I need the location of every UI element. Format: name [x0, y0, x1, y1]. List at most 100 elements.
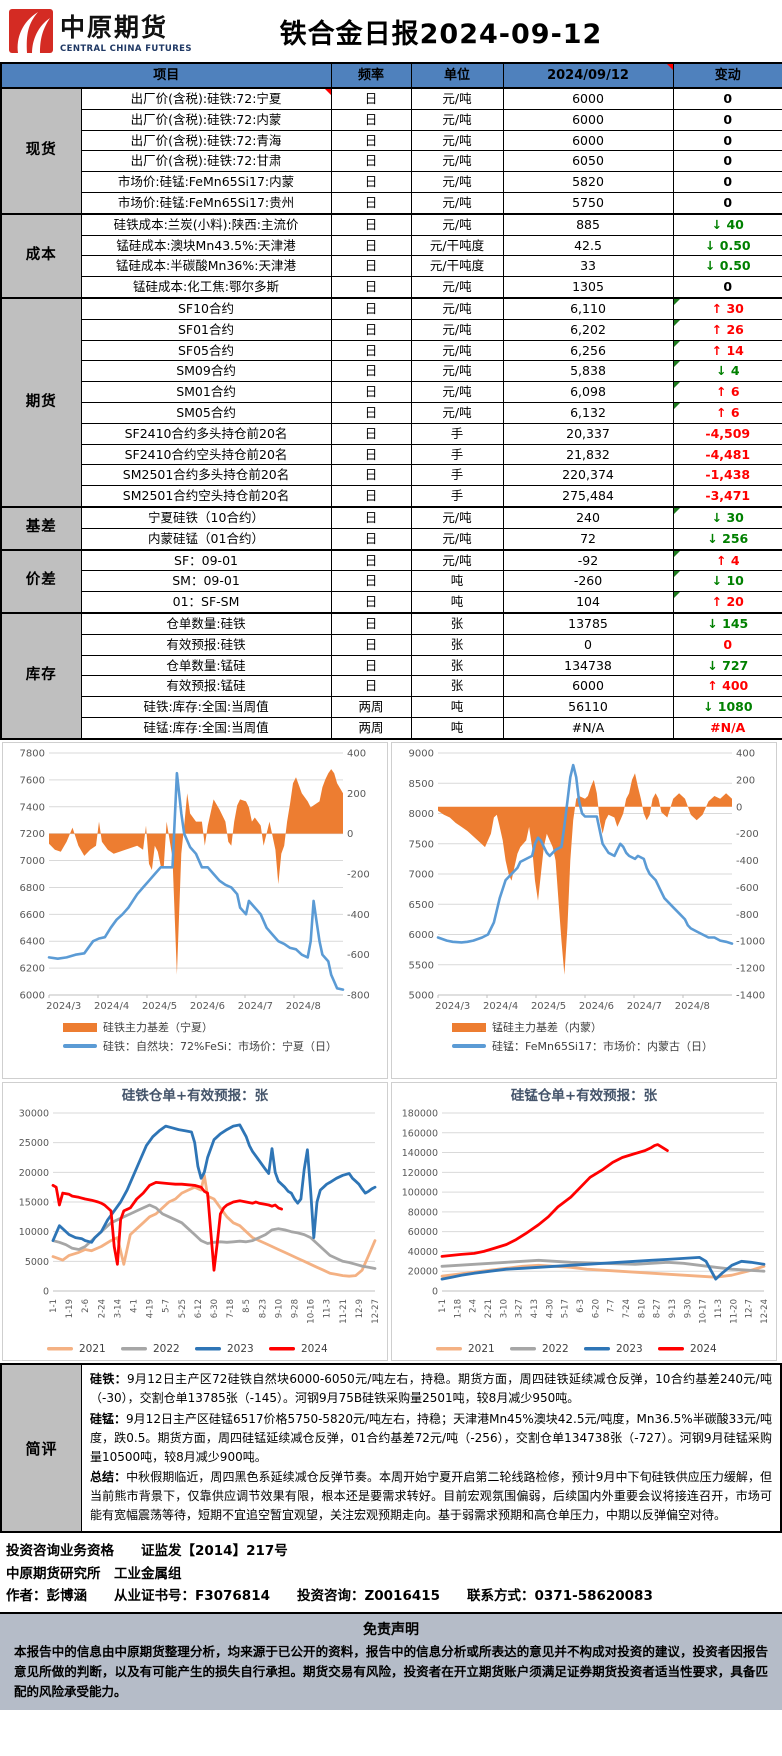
unit-cell: 元/吨	[410, 318, 504, 341]
unit-cell: 元/吨	[410, 505, 504, 529]
item-label: SF2410合约空头持仓前20名	[80, 443, 332, 466]
frequency-cell: 两周	[330, 696, 412, 718]
comment-section: 简评 硅铁：9月12日主产区72硅铁自然块6000-6050元/吨左右，持稳。期…	[0, 1362, 782, 1534]
svg-text:10000: 10000	[19, 1227, 49, 1238]
frequency-cell: 日	[330, 401, 412, 424]
value-cell: 1305	[502, 276, 674, 299]
item-label: 市场价:硅锰:FeMn65Si17:内蒙	[80, 171, 332, 193]
svg-text:4-30: 4-30	[545, 1299, 555, 1318]
comment-text: 9月12日主产区72硅铁自然块6000-6050元/吨左右，持稳。期货方面，周四…	[90, 1371, 772, 1405]
change-cell: ↓ 0.50	[672, 255, 782, 278]
frequency-cell: 日	[330, 591, 412, 614]
unit-cell: 张	[410, 654, 504, 677]
svg-text:6000: 6000	[409, 930, 434, 941]
license-line: 投资咨询业务资格 证监发【2014】217号	[6, 1543, 288, 1560]
svg-text:-800: -800	[736, 910, 759, 921]
svg-text:5-17: 5-17	[561, 1299, 571, 1318]
table-row: 期货 SF10合约日元/吨 6,110 ↑ 30	[0, 296, 782, 508]
svg-text:-1000: -1000	[736, 936, 765, 947]
svg-text:5500: 5500	[409, 960, 434, 971]
table-row: SM09合约日元/吨 5,838 ↓ 4	[1, 360, 782, 383]
item-label: 内蒙硅锰（01合约）	[80, 527, 332, 551]
green-corner-marker	[674, 592, 680, 599]
svg-text:80000: 80000	[408, 1207, 438, 1218]
change-cell: ↓ 145	[672, 611, 782, 635]
unit-cell: 手	[410, 485, 504, 508]
table-row: 硅锰:库存:全国:当周值 两周吨 #N/A #N/A	[1, 716, 782, 740]
unit-cell: 元/吨	[410, 360, 504, 383]
svg-text:20000: 20000	[19, 1168, 49, 1179]
value-cell: 13785	[502, 611, 674, 635]
value-cell: 5750	[502, 191, 674, 215]
svg-text:11-3: 11-3	[323, 1299, 333, 1318]
value-cell: 885	[502, 212, 674, 236]
svg-text:4-1: 4-1	[130, 1299, 140, 1313]
svg-text:7200: 7200	[20, 829, 45, 840]
value-cell: 20,337	[502, 422, 674, 445]
change-cell: -4,481	[672, 443, 782, 466]
unit-cell: 元/吨	[410, 276, 504, 299]
item-label: 出厂价(含税):硅铁:72:宁夏	[80, 86, 332, 110]
svg-text:2024/6: 2024/6	[579, 1001, 614, 1012]
svg-text:1-19: 1-19	[65, 1299, 75, 1318]
svg-text:400: 400	[736, 748, 755, 759]
change-cell: ↑ 6	[672, 381, 782, 403]
svg-text:7500: 7500	[409, 839, 434, 850]
svg-text:2024/3: 2024/3	[435, 1001, 470, 1012]
value-cell: 6,098	[502, 381, 674, 403]
svg-text:400: 400	[347, 748, 366, 759]
change-cell: 0	[672, 191, 782, 215]
unit-cell: 元/吨	[410, 212, 504, 236]
svg-text:10-17: 10-17	[699, 1299, 709, 1324]
group-label: 成本	[0, 212, 82, 299]
svg-text:5000: 5000	[409, 990, 434, 1001]
unit-cell: 元/吨	[410, 296, 504, 320]
svg-text:7-24: 7-24	[622, 1299, 632, 1318]
svg-text:30000: 30000	[19, 1108, 49, 1119]
svg-text:4-13: 4-13	[530, 1299, 540, 1318]
table-row: SM01合约日元/吨 6,098 ↑ 6	[1, 381, 782, 403]
item-label: SM01合约	[80, 381, 332, 403]
table-row: 01：SF-SM 日吨 104 ↑ 20	[1, 591, 782, 614]
svg-text:2-6: 2-6	[81, 1299, 91, 1313]
svg-text:60000: 60000	[408, 1227, 438, 1238]
table-row: 有效预报:硅铁日张 0 0	[1, 633, 782, 656]
change-cell: 0	[672, 129, 782, 152]
frequency-cell: 日	[330, 171, 412, 193]
change-cell: #N/A	[672, 716, 782, 740]
svg-text:2024/3: 2024/3	[46, 1001, 81, 1012]
table-body: 现货 出厂价(含税):硅铁:72:宁夏日元/吨 6000 0 出厂价(含税):硅铁:72…	[0, 86, 782, 740]
credentials-footer: 投资咨询业务资格 证监发【2014】217号 中原期货研究所 工业金属组 作者：…	[0, 1533, 782, 1612]
table-row: 市场价:硅锰:FeMn65Si17:内蒙日元/吨 5820 0	[1, 171, 782, 193]
table-row: 锰硅成本:半碳酸Mn36%:天津港日元/干吨度 33 ↓ 0.50	[1, 255, 782, 278]
svg-text:7-7: 7-7	[607, 1299, 617, 1313]
svg-text:6-30: 6-30	[210, 1299, 220, 1318]
change-cell: ↓ 10	[672, 570, 782, 593]
frequency-cell: 日	[330, 485, 412, 508]
item-label: 出厂价(含税):硅铁:72:青海	[80, 129, 332, 152]
item-label: 有效预报:锰硅	[80, 675, 332, 698]
red-corner-marker	[666, 64, 673, 70]
frequency-cell: 日	[330, 570, 412, 593]
svg-text:-800: -800	[347, 990, 370, 1001]
svg-text:3-10: 3-10	[499, 1299, 509, 1318]
change-cell: ↓ 30	[672, 505, 782, 529]
svg-text:6-12: 6-12	[194, 1299, 204, 1318]
svg-text:5000: 5000	[25, 1257, 49, 1268]
unit-cell: 吨	[410, 591, 504, 614]
unit-cell: 吨	[410, 570, 504, 593]
unit-cell: 元/吨	[410, 171, 504, 193]
table-row: 出厂价(含税):硅铁:72:内蒙日元/吨 6000 0	[1, 108, 782, 131]
green-corner-marker	[674, 508, 680, 514]
value-cell: 6,202	[502, 318, 674, 341]
svg-text:7-18: 7-18	[226, 1299, 236, 1318]
svg-text:-200: -200	[736, 829, 759, 840]
svg-text:5-25: 5-25	[178, 1299, 188, 1318]
item-label: 出厂价(含税):硅铁:72:甘肃	[80, 150, 332, 173]
svg-text:9-13: 9-13	[668, 1299, 678, 1318]
column-header: 2024/09/12	[502, 62, 674, 89]
value-cell: #N/A	[502, 716, 674, 740]
data-table: 项目 频率 单位 2024/09/12 变动 现货 出厂价(含税):硅铁:72:宁夏日元/…	[0, 62, 782, 740]
frequency-cell: 日	[330, 381, 412, 403]
svg-text:6400: 6400	[20, 936, 45, 947]
